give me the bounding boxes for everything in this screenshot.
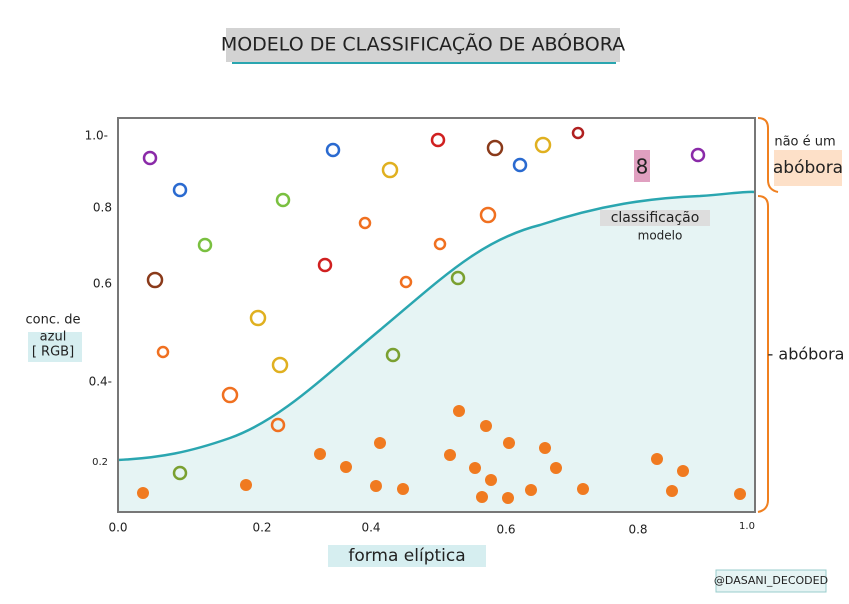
y-axis-label: conc. de [25, 313, 80, 328]
x-tick-label: 0.2 [252, 521, 271, 535]
title: MODELO DE CLASSIFICAÇÃO DE ABÓBORA [221, 32, 625, 56]
title-bg [226, 28, 620, 62]
marker-bg [634, 150, 650, 182]
y-tick-label: 0.2 [92, 457, 108, 468]
x-tick-label: 0.0 [108, 521, 127, 535]
bracket-bottom-label: - abóbora [768, 345, 845, 364]
curve-label-bg [600, 210, 710, 226]
x-label-bg [328, 545, 486, 567]
y-label-bg [28, 332, 82, 362]
fruits [137, 126, 746, 504]
x-tick-label: 0.8 [628, 523, 647, 537]
x-axis-label: forma elíptica [348, 546, 465, 566]
y-tick-label: 0.8 [93, 201, 112, 215]
credit: @DASANI_DECODED [714, 574, 828, 587]
y-axis-label: [ RGB] [32, 345, 74, 360]
x-tick-label: 0.6 [496, 523, 515, 537]
y-ticks: 1.0- 0.8 0.6 0.4- 0.2 [85, 129, 112, 469]
y-tick-label: 0.6 [93, 277, 112, 291]
y-axis-label: azul [40, 330, 67, 345]
plot-frame [117, 117, 756, 513]
bracket-top-label: abóbora [773, 158, 843, 178]
decision-curve [117, 190, 756, 462]
x-tick-label: 0.4 [361, 521, 380, 535]
bracket-top-bg [774, 150, 842, 186]
bracket-top-label: não é um [774, 135, 835, 150]
y-tick-label: 1.0- [85, 129, 108, 143]
credit-bg [715, 569, 827, 593]
x-tick-label: 1.0 [739, 521, 755, 532]
marker: 8 [636, 155, 649, 179]
bracket-bottom [757, 195, 769, 513]
curve-label: modelo [638, 229, 683, 243]
x-ticks: 0.0 0.2 0.4 0.6 0.8 1.0 [108, 521, 755, 537]
y-tick-label: 0.4- [89, 375, 112, 389]
bracket-top [757, 117, 779, 193]
curve-label: classificação [611, 210, 700, 226]
